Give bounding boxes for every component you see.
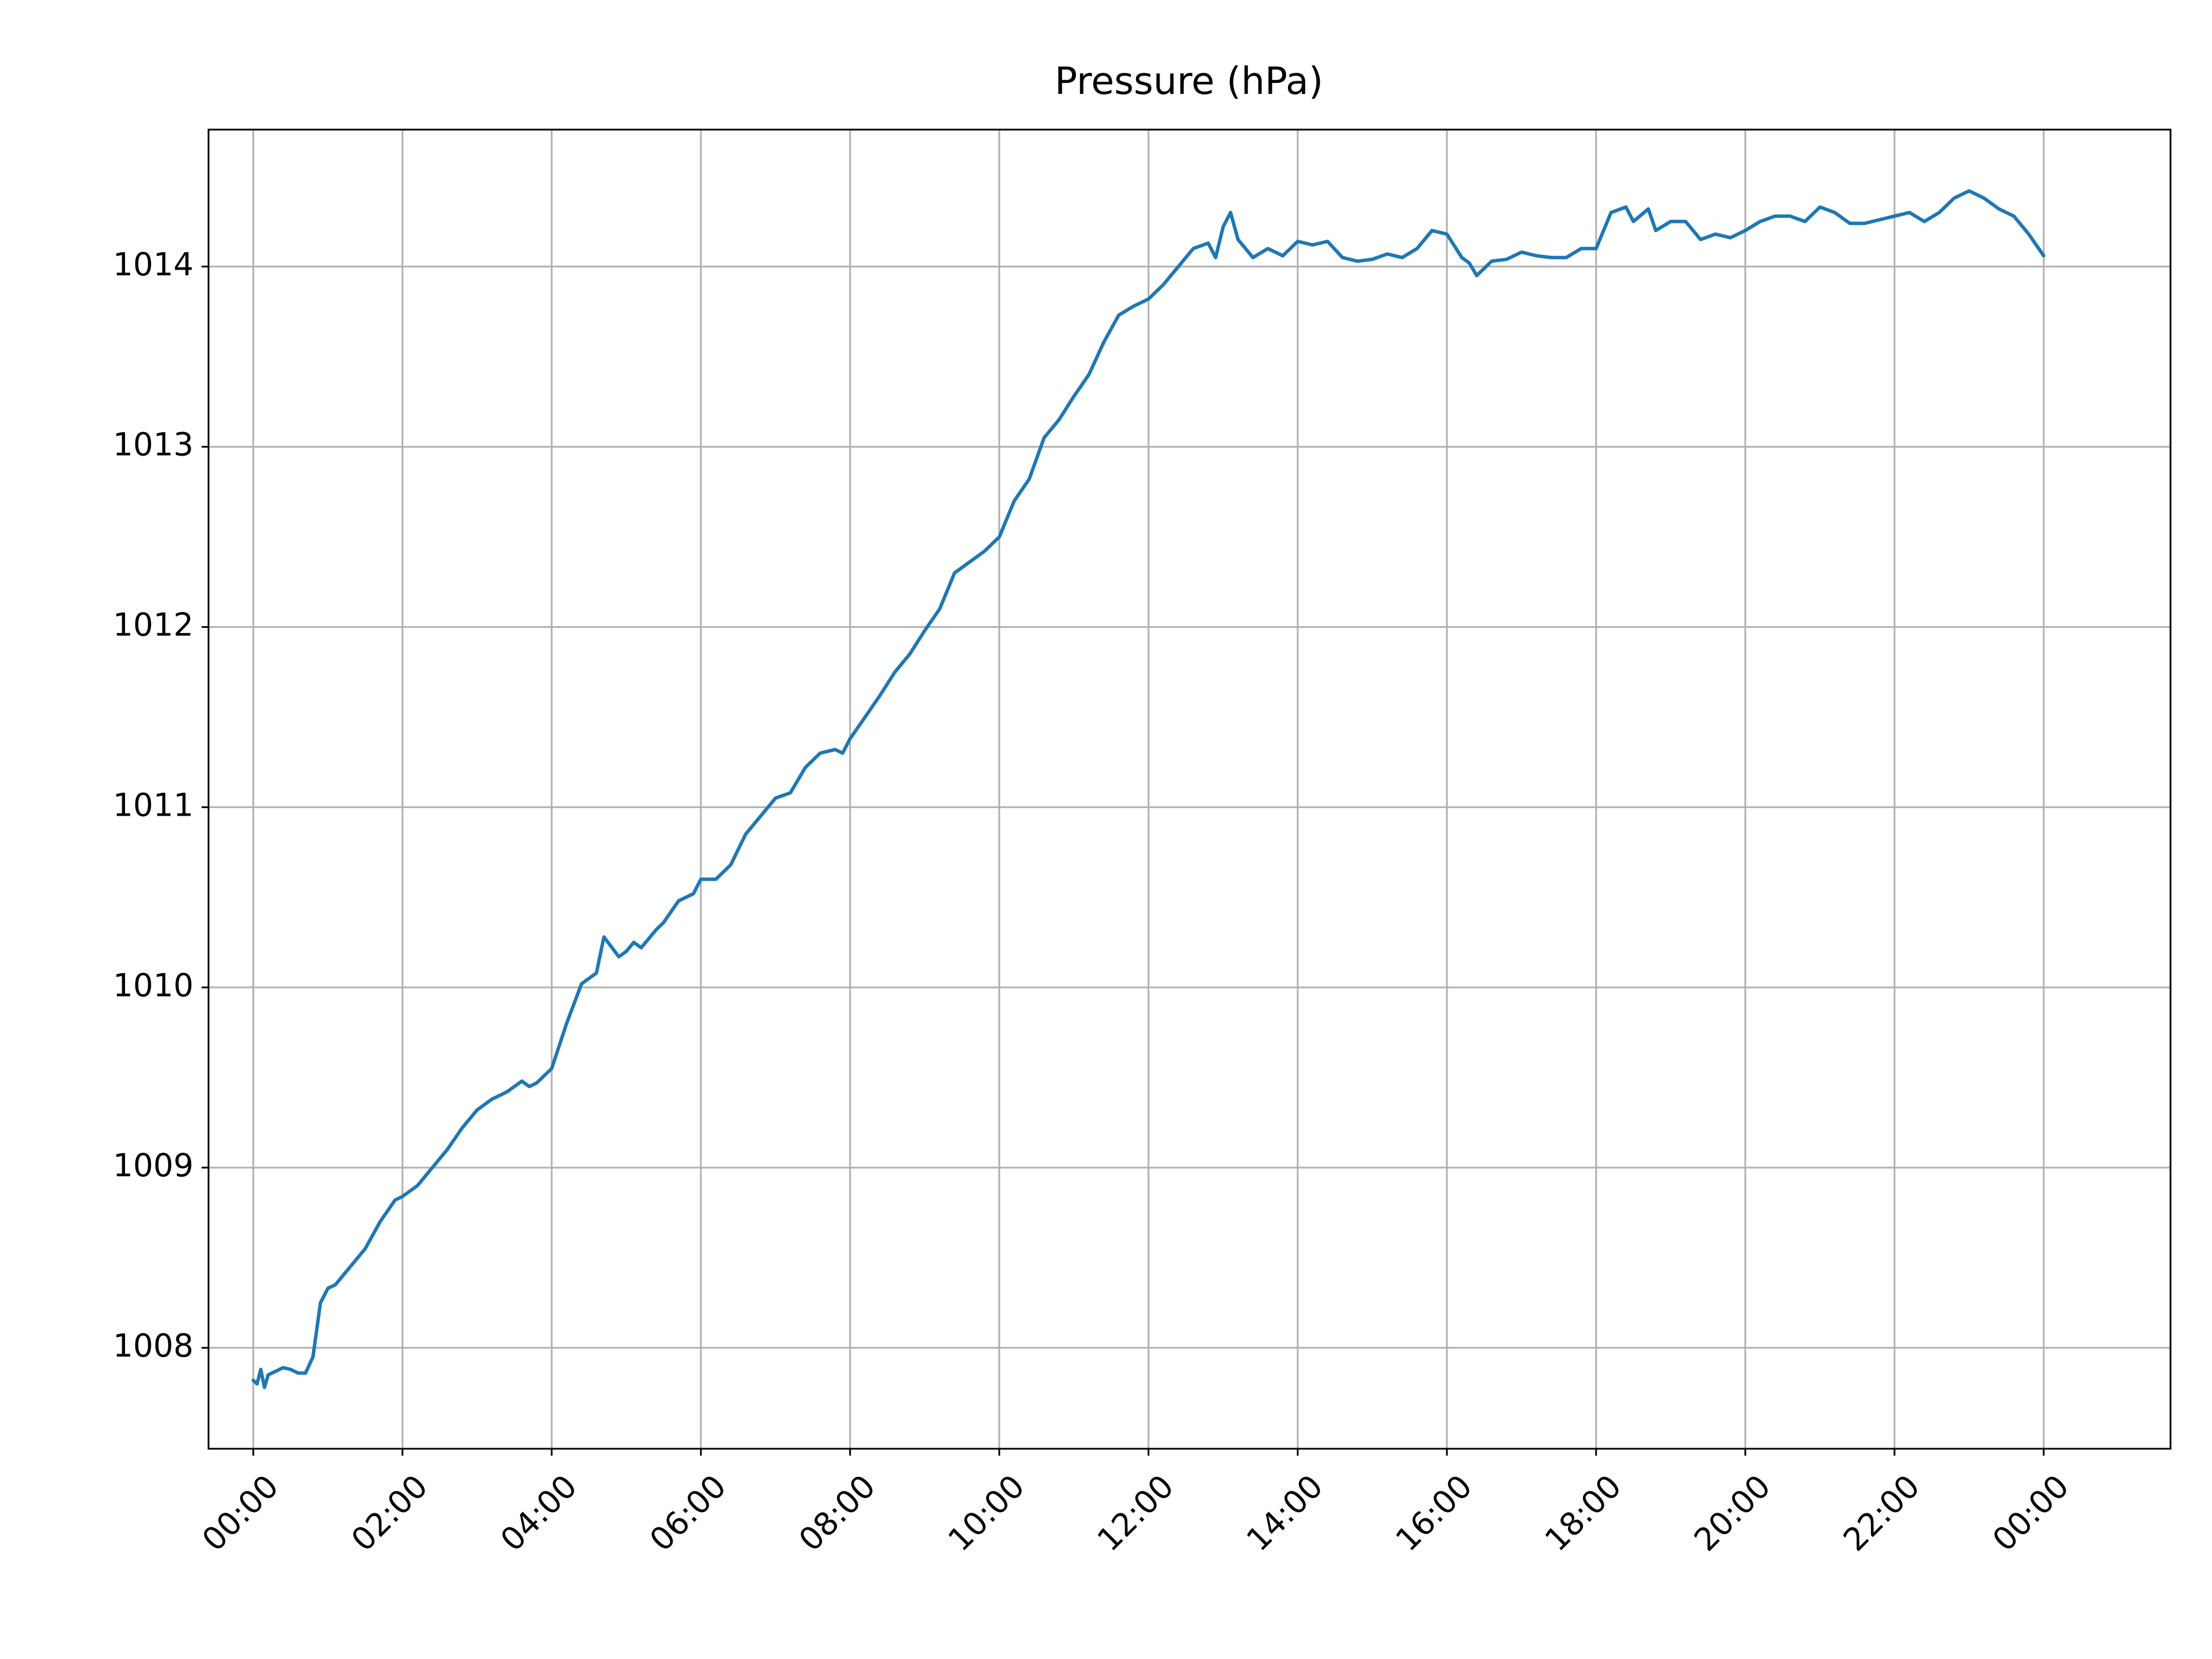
y-tick-label: 1012 xyxy=(113,607,194,643)
y-tick-label: 1010 xyxy=(113,967,194,1003)
pressure-series-line xyxy=(251,189,2046,1389)
y-tick-label: 1013 xyxy=(113,426,194,463)
y-tick-label: 1009 xyxy=(113,1147,194,1184)
chart-title: Pressure (hPa) xyxy=(1055,60,1323,103)
y-tick-label: 1011 xyxy=(113,786,194,823)
grid-lines xyxy=(209,130,2171,1449)
y-tick-label: 1008 xyxy=(113,1327,194,1364)
plot-frame xyxy=(207,128,2172,1450)
y-axis: 1008 1009 1010 1011 1012 1013 1014 xyxy=(113,246,209,1364)
y-tick-label: 1014 xyxy=(113,246,194,283)
